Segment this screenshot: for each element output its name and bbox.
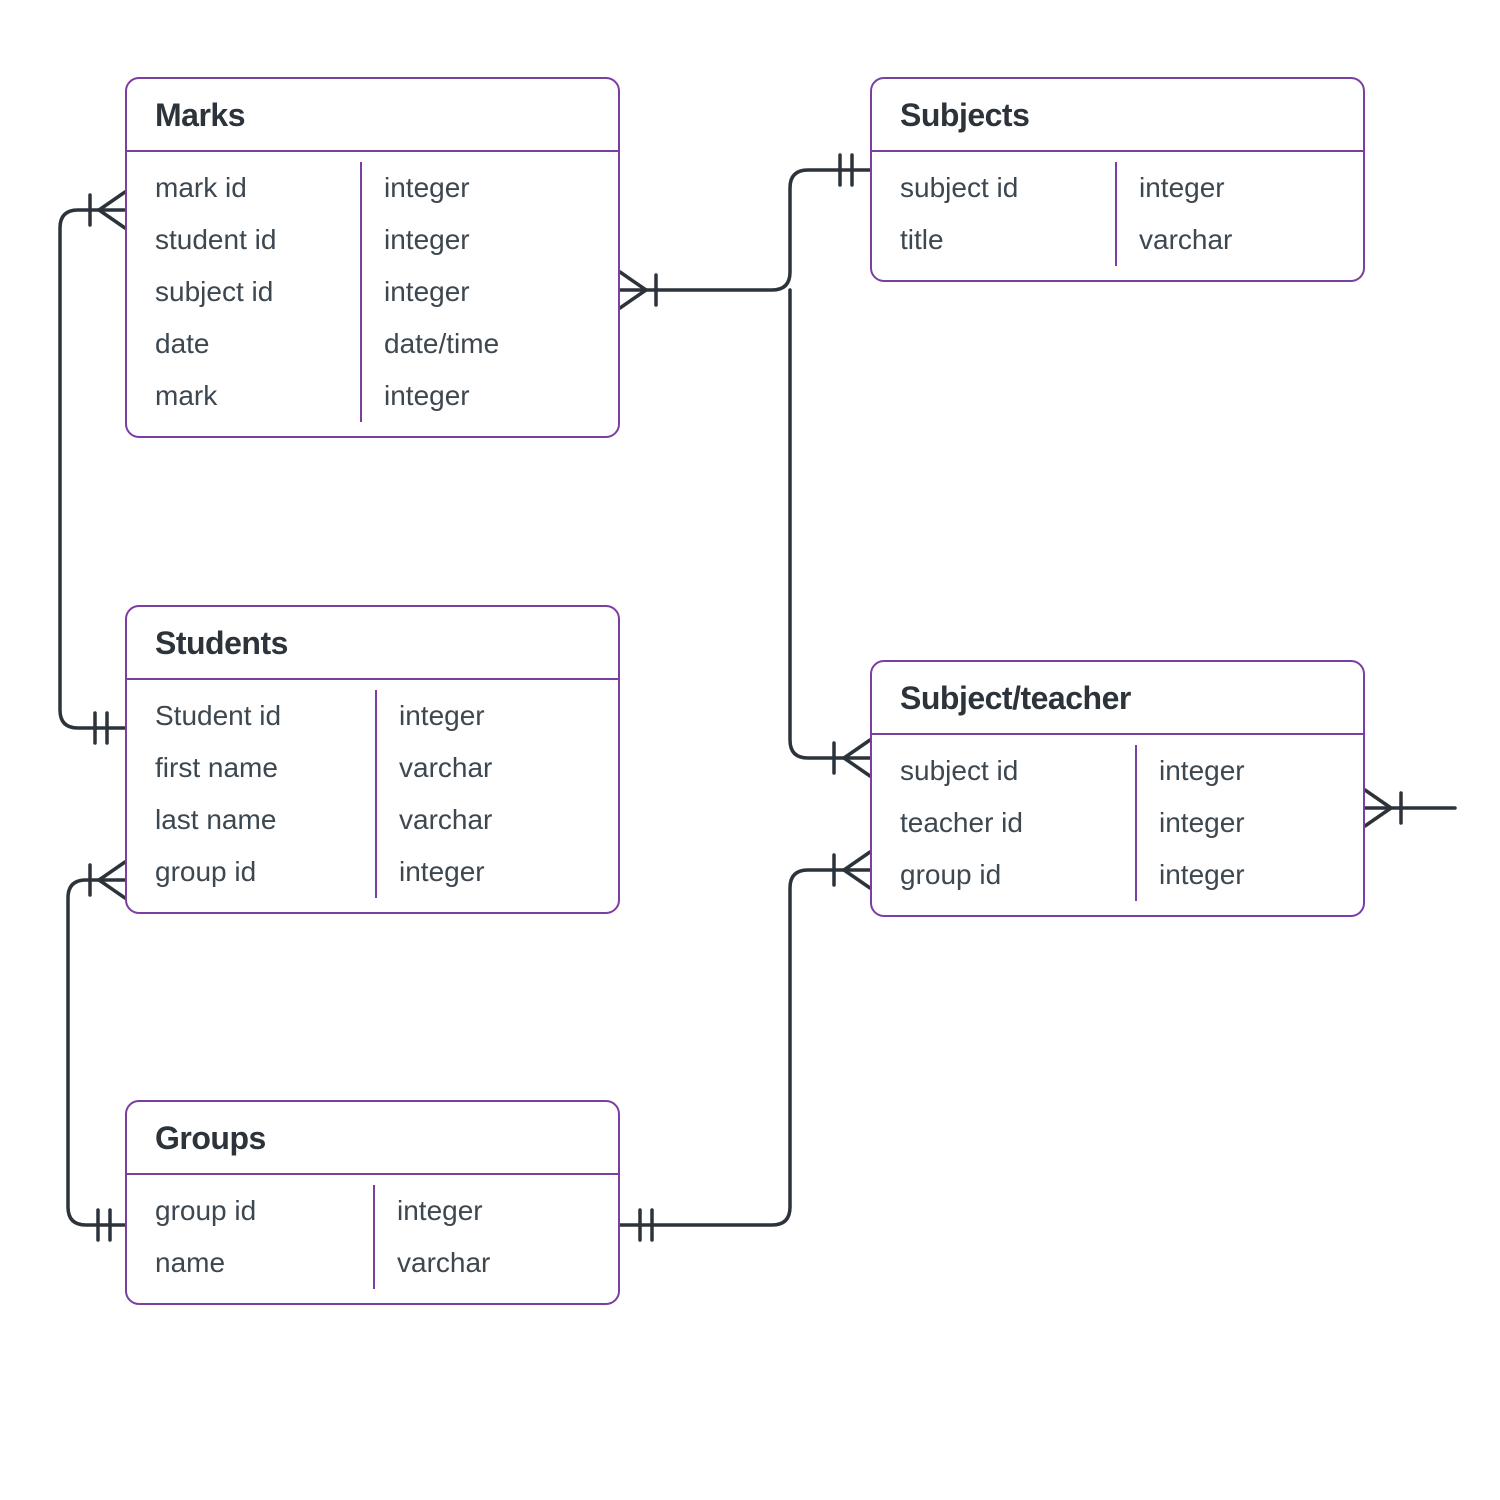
field-type: integer	[1117, 162, 1363, 214]
card-many-marks-right	[620, 272, 656, 308]
field-row: Student id integer	[127, 690, 618, 742]
field-type: integer	[362, 162, 618, 214]
entity-title: Groups	[127, 1102, 618, 1175]
edge-marks-subjects-trunk	[620, 170, 870, 290]
edge-groups-subjteacher	[620, 870, 870, 1225]
card-one-students-left	[95, 713, 107, 743]
field-name: mark id	[127, 162, 362, 214]
field-type: varchar	[375, 1237, 618, 1289]
field-row: last name varchar	[127, 794, 618, 846]
field-row: first name varchar	[127, 742, 618, 794]
field-row: mark integer	[127, 370, 618, 422]
field-type: integer	[362, 214, 618, 266]
field-name: mark	[127, 370, 362, 422]
field-row: group id integer	[872, 849, 1363, 901]
entity-groups: Groups group id integer name varchar	[125, 1100, 620, 1305]
field-name: first name	[127, 742, 377, 794]
entity-title: Marks	[127, 79, 618, 152]
entity-subjects: Subjects subject id integer title varcha…	[870, 77, 1365, 282]
field-name: Student id	[127, 690, 377, 742]
field-name: title	[872, 214, 1117, 266]
field-type: integer	[375, 1185, 618, 1237]
field-row: title varchar	[872, 214, 1363, 266]
entity-subject-teacher: Subject/teacher subject id integer teach…	[870, 660, 1365, 917]
field-type: integer	[377, 690, 618, 742]
field-row: mark id integer	[127, 162, 618, 214]
field-type: date/time	[362, 318, 618, 370]
card-many-subjteacher-left-lower	[834, 852, 870, 888]
field-type: integer	[362, 370, 618, 422]
field-name: student id	[127, 214, 362, 266]
card-many-marks-left	[90, 192, 125, 228]
field-type: integer	[1137, 797, 1363, 849]
field-name: name	[127, 1237, 375, 1289]
field-name: subject id	[872, 745, 1137, 797]
field-name: date	[127, 318, 362, 370]
card-many-students-left	[90, 862, 125, 898]
field-row: student id integer	[127, 214, 618, 266]
edge-students-marks	[60, 210, 125, 728]
field-type: integer	[1137, 849, 1363, 901]
field-type: integer	[377, 846, 618, 898]
edge-groups-students	[68, 880, 125, 1225]
field-row: group id integer	[127, 1185, 618, 1237]
field-type: varchar	[377, 794, 618, 846]
field-name: teacher id	[872, 797, 1137, 849]
edge-subjects-subjteacher	[790, 290, 870, 758]
field-row: subject id integer	[127, 266, 618, 318]
field-row: subject id integer	[872, 162, 1363, 214]
field-type: varchar	[377, 742, 618, 794]
field-name: subject id	[127, 266, 362, 318]
field-row: group id integer	[127, 846, 618, 898]
card-one-subjects-left	[840, 155, 852, 185]
field-name: last name	[127, 794, 377, 846]
field-type: integer	[1137, 745, 1363, 797]
entity-title: Subjects	[872, 79, 1363, 152]
field-name: group id	[872, 849, 1137, 901]
entity-title: Subject/teacher	[872, 662, 1363, 735]
field-row: name varchar	[127, 1237, 618, 1289]
card-many-subjteacher-right	[1365, 790, 1401, 826]
card-one-groups-left	[98, 1210, 110, 1240]
field-row: teacher id integer	[872, 797, 1363, 849]
field-type: integer	[362, 266, 618, 318]
card-many-subjteacher-left-upper	[834, 740, 870, 776]
field-name: subject id	[872, 162, 1117, 214]
field-row: date date/time	[127, 318, 618, 370]
entity-students: Students Student id integer first name v…	[125, 605, 620, 914]
card-one-groups-right	[640, 1210, 652, 1240]
entity-title: Students	[127, 607, 618, 680]
entity-marks: Marks mark id integer student id integer…	[125, 77, 620, 438]
field-name: group id	[127, 846, 377, 898]
field-type: varchar	[1117, 214, 1363, 266]
field-name: group id	[127, 1185, 375, 1237]
er-diagram: { "diagram": { "type": "er-diagram", "ca…	[0, 0, 1500, 1500]
field-row: subject id integer	[872, 745, 1363, 797]
